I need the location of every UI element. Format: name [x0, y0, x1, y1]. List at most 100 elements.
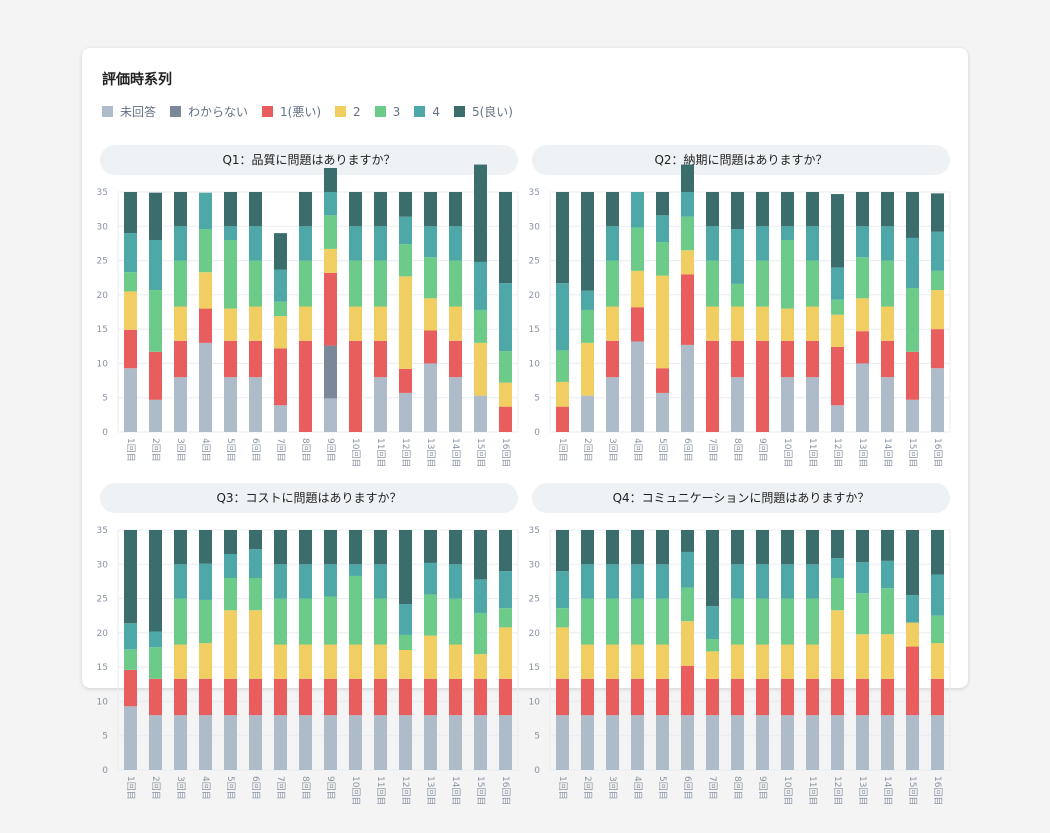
bar-segment[interactable]: [274, 316, 287, 349]
bar-segment[interactable]: [399, 604, 412, 635]
bar-segment[interactable]: [324, 215, 337, 249]
bar-segment[interactable]: [706, 639, 719, 652]
bar-segment[interactable]: [931, 715, 944, 770]
bar-segment[interactable]: [856, 192, 869, 227]
bar-segment[interactable]: [881, 340, 894, 378]
bar-segment[interactable]: [199, 192, 212, 230]
legend-item[interactable]: 1(悪い): [262, 103, 321, 120]
bar-segment[interactable]: [274, 644, 287, 679]
bar-segment[interactable]: [556, 627, 569, 679]
bar-segment[interactable]: [831, 267, 844, 300]
bar-segment[interactable]: [449, 530, 462, 565]
bar-segment[interactable]: [756, 340, 769, 432]
bar-segment[interactable]: [856, 226, 869, 258]
bar-segment[interactable]: [499, 627, 512, 679]
bar-segment[interactable]: [149, 631, 162, 648]
bar-segment[interactable]: [706, 260, 719, 307]
bar-segment[interactable]: [756, 226, 769, 261]
bar-segment[interactable]: [606, 598, 619, 645]
bar-segment[interactable]: [656, 242, 669, 276]
bar-segment[interactable]: [731, 306, 744, 341]
bar-segment[interactable]: [931, 329, 944, 369]
bar-segment[interactable]: [931, 231, 944, 271]
bar-segment[interactable]: [656, 598, 669, 645]
bar-segment[interactable]: [499, 283, 512, 352]
bar-segment[interactable]: [706, 192, 719, 227]
bar-segment[interactable]: [424, 562, 437, 595]
bar-segment[interactable]: [224, 308, 237, 341]
legend-item[interactable]: わからない: [170, 103, 248, 120]
bar-segment[interactable]: [149, 192, 162, 240]
bar-segment[interactable]: [449, 598, 462, 645]
bar-segment[interactable]: [424, 530, 437, 563]
bar-segment[interactable]: [556, 678, 569, 716]
bar-segment[interactable]: [606, 530, 619, 565]
bar-segment[interactable]: [556, 350, 569, 382]
bar-segment[interactable]: [174, 564, 187, 599]
bar-segment[interactable]: [174, 644, 187, 679]
bar-segment[interactable]: [706, 340, 719, 432]
bar-segment[interactable]: [931, 290, 944, 330]
bar-segment[interactable]: [756, 192, 769, 227]
bar-segment[interactable]: [556, 406, 569, 432]
bar-segment[interactable]: [299, 192, 312, 227]
bar-segment[interactable]: [199, 643, 212, 679]
bar-segment[interactable]: [906, 595, 919, 623]
bar-segment[interactable]: [581, 395, 594, 432]
bar-segment[interactable]: [249, 226, 262, 261]
bar-segment[interactable]: [881, 634, 894, 679]
bar-segment[interactable]: [274, 715, 287, 770]
bar-segment[interactable]: [681, 216, 694, 251]
bar-segment[interactable]: [499, 382, 512, 407]
bar-segment[interactable]: [856, 257, 869, 299]
bar-segment[interactable]: [174, 715, 187, 770]
bar-segment[interactable]: [249, 549, 262, 578]
bar-segment[interactable]: [831, 314, 844, 347]
bar-segment[interactable]: [781, 644, 794, 679]
bar-segment[interactable]: [631, 192, 644, 228]
bar-segment[interactable]: [906, 646, 919, 716]
bar-segment[interactable]: [706, 606, 719, 640]
bar-segment[interactable]: [781, 598, 794, 645]
bar-segment[interactable]: [881, 306, 894, 341]
bar-segment[interactable]: [706, 715, 719, 770]
bar-segment[interactable]: [581, 342, 594, 396]
bar-segment[interactable]: [474, 579, 487, 613]
bar-segment[interactable]: [249, 377, 262, 432]
bar-segment[interactable]: [731, 377, 744, 432]
bar-segment[interactable]: [449, 226, 462, 261]
bar-segment[interactable]: [224, 530, 237, 554]
bar-segment[interactable]: [806, 306, 819, 341]
bar-segment[interactable]: [424, 298, 437, 331]
bar-segment[interactable]: [324, 596, 337, 645]
bar-segment[interactable]: [224, 377, 237, 432]
bar-segment[interactable]: [449, 306, 462, 341]
bar-segment[interactable]: [124, 233, 137, 273]
bar-segment[interactable]: [556, 571, 569, 609]
bar-segment[interactable]: [449, 192, 462, 227]
bar-segment[interactable]: [374, 306, 387, 341]
bar-segment[interactable]: [399, 715, 412, 770]
bar-segment[interactable]: [556, 192, 569, 284]
bar-segment[interactable]: [681, 164, 694, 192]
bar-segment[interactable]: [224, 226, 237, 240]
bar-segment[interactable]: [399, 530, 412, 605]
bar-segment[interactable]: [931, 574, 944, 616]
bar-segment[interactable]: [374, 598, 387, 645]
legend-item[interactable]: 5(良い): [453, 103, 513, 120]
bar-segment[interactable]: [424, 715, 437, 770]
bar-segment[interactable]: [806, 340, 819, 378]
bar-segment[interactable]: [374, 340, 387, 378]
bar-segment[interactable]: [424, 257, 437, 299]
bar-segment[interactable]: [631, 307, 644, 342]
bar-segment[interactable]: [781, 308, 794, 341]
bar-segment[interactable]: [681, 715, 694, 770]
bar-segment[interactable]: [124, 272, 137, 292]
bar-segment[interactable]: [174, 678, 187, 716]
bar-segment[interactable]: [856, 678, 869, 716]
bar-segment[interactable]: [224, 578, 237, 611]
bar-segment[interactable]: [224, 240, 237, 309]
bar-segment[interactable]: [806, 226, 819, 261]
bar-segment[interactable]: [299, 564, 312, 599]
bar-segment[interactable]: [199, 342, 212, 432]
